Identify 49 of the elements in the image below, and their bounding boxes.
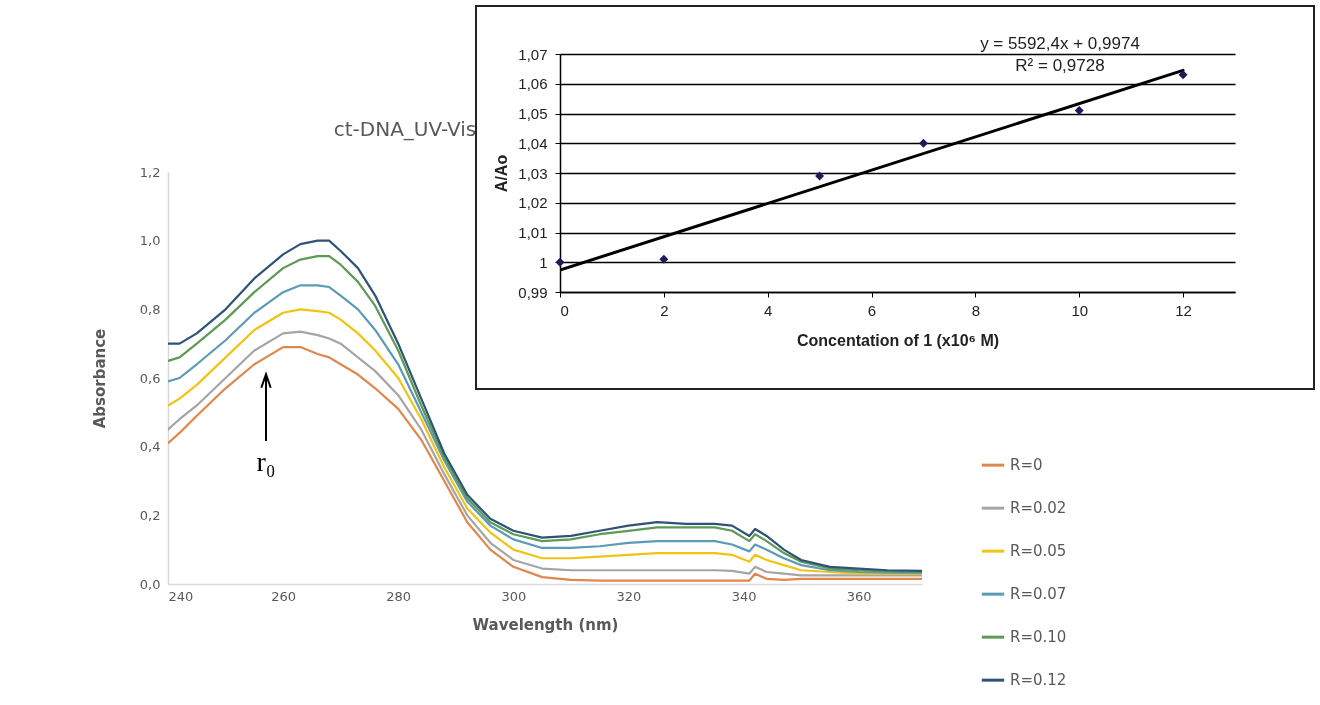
y-tick-label: 1,03 [518,164,548,182]
y-tick-label: 1,0 [139,233,161,249]
y-axis-title: A/Ao [493,154,511,193]
x-tick-label: 6 [867,301,877,319]
x-tick-label: 280 [386,588,412,604]
y-tick-label: 0,6 [139,370,161,386]
x-tick-label: 240 [168,588,194,604]
point [659,254,669,264]
x-axis-title: Wavelength (nm) [472,615,619,634]
annotation: R² = 0,9728 [1015,56,1105,75]
x-axis-title: Concentation of 1 (x10⁶ M) [796,331,1000,349]
y-axis-title: Absorbance [90,328,109,429]
y-tick-label: 1,04 [518,134,548,152]
legend-label: R=0.02 [1010,499,1067,518]
text: y = 5592,4x + 0,9974 [980,34,1140,53]
legend-label: R=0 [1010,456,1043,475]
annotation: r₀ [256,446,276,477]
point [1178,70,1188,80]
legend-label: R=0.10 [1010,628,1067,647]
y-tick-label: 0,8 [139,301,161,317]
y-tick-label: 0,0 [139,576,161,592]
legend-label: R=0.05 [1010,542,1067,561]
legend-label: R=0.07 [1010,585,1067,604]
x-tick-label: 2 [660,301,669,319]
x-tick-label: 0 [560,301,569,319]
y-tick-label: 1,05 [518,105,548,122]
y-tick-label: 1 [539,253,548,271]
x-tick-label: 260 [271,588,297,604]
y-tick-label: 1,07 [518,45,548,63]
point [815,171,825,181]
x-tick-label: 360 [846,588,872,604]
chart-title: ct-DNA_UV-Vis [333,117,477,141]
y-tick-label: 0,2 [139,507,161,523]
y-tick-label: 0,99 [518,283,548,301]
y-tick-label: 1,01 [518,224,548,241]
x-tick-label: 320 [616,588,642,604]
y-tick-label: 0,4 [139,439,161,455]
legend-label: R=0.12 [1010,671,1067,690]
x-tick-label: 12 [1175,301,1192,319]
x-tick-label: 300 [501,588,527,604]
x-tick-label: 10 [1071,301,1089,319]
x-tick-label: 340 [731,588,757,604]
x-tick-label: 4 [764,301,773,319]
y-tick-label: 1,06 [518,75,548,93]
point [1074,106,1084,115]
y-tick-label: 1,02 [518,194,548,212]
y-tick-label: 1,2 [139,164,161,180]
x-tick-label: 8 [971,301,981,319]
point [918,138,928,148]
